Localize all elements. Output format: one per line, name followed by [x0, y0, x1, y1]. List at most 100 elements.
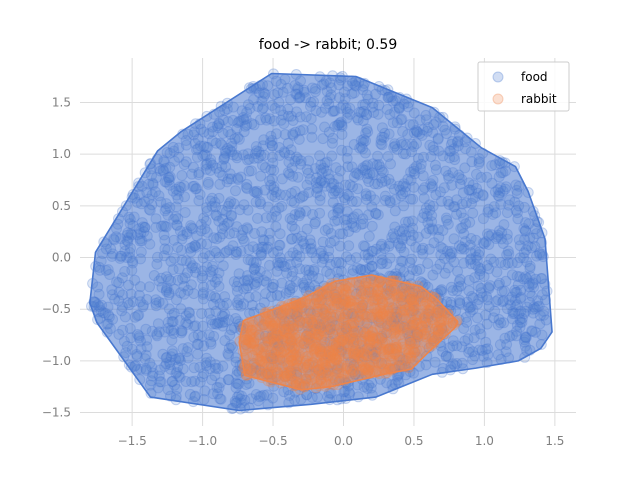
point-food	[464, 302, 476, 314]
point-food	[213, 251, 225, 263]
point-food	[286, 220, 298, 232]
point-food	[183, 306, 195, 318]
point-food	[518, 308, 530, 320]
point-food	[442, 195, 454, 207]
point-food	[272, 245, 284, 257]
point-food	[166, 334, 178, 346]
point-food	[177, 363, 189, 375]
point-rabbit	[344, 369, 356, 381]
point-food	[139, 353, 151, 365]
point-food	[415, 158, 427, 170]
point-food	[265, 130, 277, 142]
point-food	[493, 279, 504, 291]
point-food	[396, 139, 408, 150]
point-food	[536, 273, 548, 284]
point-food	[174, 181, 186, 193]
point-food	[519, 225, 531, 236]
point-food	[272, 257, 284, 269]
point-food	[432, 304, 444, 316]
point-food	[411, 126, 423, 138]
point-food	[168, 213, 180, 225]
point-food	[440, 350, 452, 362]
point-food	[268, 164, 280, 176]
point-food	[363, 230, 375, 242]
point-food	[256, 95, 268, 107]
point-food	[387, 95, 399, 107]
point-food	[439, 124, 451, 136]
point-food	[504, 331, 516, 342]
point-food	[155, 376, 167, 388]
point-food	[440, 165, 452, 177]
point-food	[501, 249, 513, 261]
point-rabbit	[370, 302, 382, 314]
point-food	[134, 281, 146, 293]
point-food	[257, 234, 269, 246]
point-food	[172, 241, 184, 253]
point-food	[444, 145, 455, 157]
point-food	[164, 147, 176, 159]
point-food	[344, 254, 356, 266]
point-food	[176, 244, 187, 256]
point-food	[195, 225, 207, 237]
point-food	[127, 255, 138, 267]
point-food	[417, 184, 429, 196]
point-food	[355, 218, 367, 230]
point-food	[126, 343, 138, 355]
point-food	[534, 247, 546, 259]
point-food	[456, 341, 468, 353]
point-food	[180, 139, 192, 151]
point-food	[177, 230, 189, 241]
point-food	[500, 181, 512, 193]
point-food	[305, 243, 317, 255]
point-food	[319, 157, 331, 169]
point-food	[431, 311, 443, 322]
point-food	[506, 313, 518, 325]
point-food	[344, 102, 356, 114]
point-food	[195, 123, 207, 135]
point-food	[331, 364, 343, 375]
point-food	[462, 301, 474, 313]
point-food	[197, 288, 209, 300]
point-food	[202, 176, 214, 188]
point-food	[212, 363, 224, 375]
point-food	[134, 233, 146, 245]
point-food	[332, 119, 343, 131]
point-food	[427, 200, 439, 212]
point-food	[328, 235, 340, 247]
point-food	[243, 244, 255, 256]
point-food	[351, 196, 362, 208]
point-food	[214, 166, 225, 178]
point-food	[224, 329, 236, 341]
point-food	[453, 276, 465, 288]
point-rabbit	[265, 346, 277, 358]
point-food	[264, 259, 275, 271]
point-food	[129, 311, 141, 323]
point-food	[304, 234, 316, 246]
point-food	[454, 298, 466, 310]
point-food	[114, 250, 126, 262]
point-food	[453, 172, 465, 184]
point-food	[376, 257, 388, 269]
point-food	[227, 342, 239, 353]
point-food	[398, 246, 410, 258]
point-food	[272, 337, 284, 349]
point-food	[395, 255, 407, 267]
point-food	[327, 311, 339, 323]
point-food	[217, 317, 229, 328]
point-food	[526, 290, 538, 302]
point-food	[274, 256, 286, 268]
point-food	[133, 189, 145, 201]
point-food	[224, 144, 236, 156]
point-food	[98, 236, 110, 248]
point-food	[494, 187, 506, 199]
point-food	[216, 160, 228, 172]
point-food	[219, 316, 231, 328]
point-food	[291, 151, 302, 163]
point-food	[403, 270, 415, 282]
point-food	[261, 114, 272, 126]
point-food	[432, 329, 444, 341]
point-rabbit	[347, 317, 359, 329]
point-food	[408, 367, 419, 379]
point-food	[300, 205, 312, 217]
point-food	[168, 283, 180, 295]
